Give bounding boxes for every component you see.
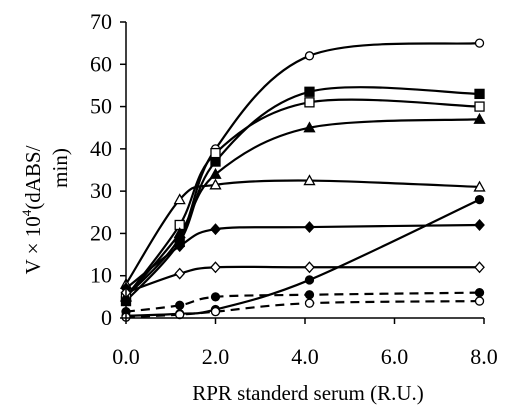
series-lines [125,42,480,319]
open-diamond-marker [474,261,485,274]
series-line-7 [125,265,480,294]
filled-square-marker [474,88,485,100]
y-label-prefix: V × 10 [21,216,45,274]
series-line-6 [125,223,480,290]
filled-diamond-marker [304,221,315,234]
filled-square-marker [304,86,315,97]
open-diamond-marker [174,267,186,280]
filled-diamond-marker [474,218,485,231]
open-circle-marker [474,38,485,48]
open-diamond-marker [304,261,315,274]
svg-text:V × 104(dABS/: V × 104(dABS/ [19,145,45,274]
y-tick-label: 0 [101,305,112,330]
y-tick-label: 20 [90,220,112,245]
x-tick-label: 4.0 [291,344,319,369]
open-triangle-marker [303,174,316,186]
y-label-unit-1: (dABS/ [21,145,45,209]
x-tick-label: 2.0 [202,344,230,369]
filled-square-marker [210,156,221,167]
series-line-5 [125,179,480,285]
y-tick-label: 10 [90,263,112,288]
x-tick-label: 0.0 [112,344,140,369]
series-line-4 [125,118,480,298]
y-tick-label: 70 [90,9,112,34]
x-tick-label: 8.0 [470,344,498,369]
y-tick-label: 40 [90,136,112,161]
open-triangle-marker [209,178,222,190]
filled-circle-marker [474,194,485,205]
open-square-marker [210,147,221,159]
filled-diamond-marker [174,240,186,253]
filled-circle-marker [304,290,315,300]
filled-circle-marker [474,287,485,298]
filled-circle-marker [175,300,185,310]
y-ticks: 0 10 20 30 40 50 60 70 [90,9,126,330]
filled-circle-marker [210,292,221,302]
y-tick-label: 30 [90,178,112,203]
series-line-3 [125,98,480,298]
series-line-9 [125,291,480,313]
open-square-marker [304,97,315,108]
filled-diamond-marker [210,223,221,236]
series-line-1 [125,42,480,298]
filled-circle-marker [304,275,315,285]
y-tick-label: 50 [90,94,112,119]
open-circle-marker [210,307,221,317]
filled-triangle-marker [173,227,186,239]
x-tick-label: 6.0 [381,344,409,369]
y-tick-label: 60 [90,51,112,76]
x-ticks: 0.0 2.0 4.0 6.0 8.0 [112,318,498,369]
filled-triangle-marker [209,167,222,179]
y-label-exponent: 4 [19,209,34,216]
filled-triangle-marker [303,121,316,133]
open-triangle-marker [173,193,186,205]
y-label-unit-2: min) [48,148,72,188]
open-circle-marker [304,298,315,308]
open-circle-marker [304,51,315,61]
open-diamond-marker [210,261,221,274]
open-circle-marker [474,296,485,306]
filled-triangle-marker [473,112,486,124]
open-triangle-marker [473,180,486,192]
series-line-10 [125,299,480,319]
open-square-marker [474,101,485,112]
series-line-8 [125,198,480,317]
y-axis-label: V × 104(dABS/ min) [19,145,72,274]
x-axis-label: RPR standerd serum (R.U.) [192,381,424,405]
